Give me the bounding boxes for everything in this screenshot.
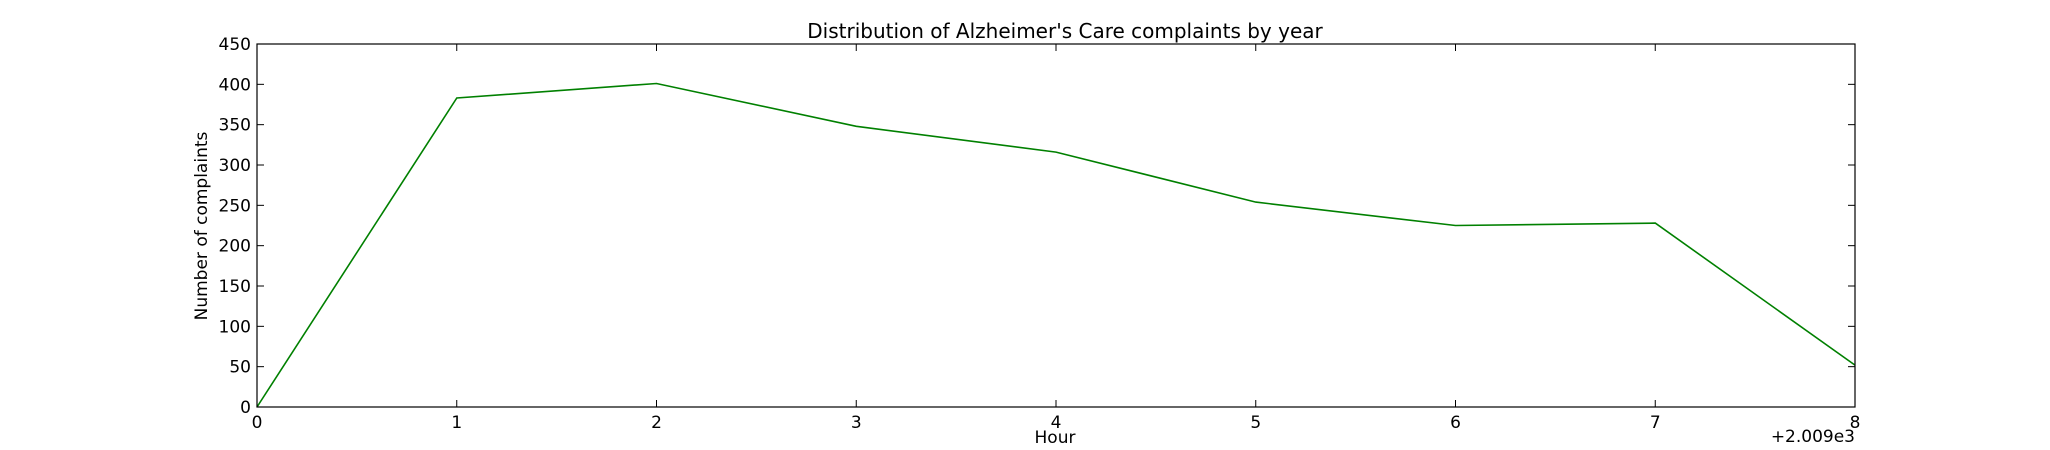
- x-tick-label: 1: [451, 413, 462, 433]
- x-axis-label: Hour: [1035, 428, 1076, 448]
- x-tick-label: 6: [1450, 413, 1461, 433]
- y-tick-label: 50: [229, 358, 251, 378]
- y-tick-label: 150: [219, 277, 251, 297]
- y-tick-label: 450: [219, 35, 251, 55]
- y-tick-label: 0: [240, 398, 251, 418]
- x-tick-label: 3: [851, 413, 862, 433]
- x-tick-label: 8: [1850, 413, 1861, 433]
- series-line-0: [256, 82, 1856, 408]
- y-tick-label: 300: [219, 156, 251, 176]
- x-tick-label: 4: [1051, 413, 1062, 433]
- y-tick-label: 250: [219, 196, 251, 216]
- y-axis-label: Number of complaints: [192, 131, 212, 320]
- x-offset-label: +2.009e3: [1771, 427, 1855, 447]
- plot-frame: [256, 43, 1856, 408]
- plot-area: 0 1 2 3 4 5 6 7 8 0 50 100 150 200 250 300 350 400 450: [219, 35, 1861, 433]
- y-tick-label: 400: [219, 75, 251, 95]
- chart-title: Distribution of Alzheimer's Care complai…: [807, 19, 1323, 43]
- y-tick-label: 100: [219, 317, 251, 337]
- x-tick-label: 2: [651, 413, 662, 433]
- x-tick-label: 0: [252, 413, 263, 433]
- y-tick-label: 200: [219, 237, 251, 257]
- x-tick-label: 5: [1250, 413, 1261, 433]
- x-tick-label: 7: [1650, 413, 1661, 433]
- y-tick-label: 350: [219, 116, 251, 136]
